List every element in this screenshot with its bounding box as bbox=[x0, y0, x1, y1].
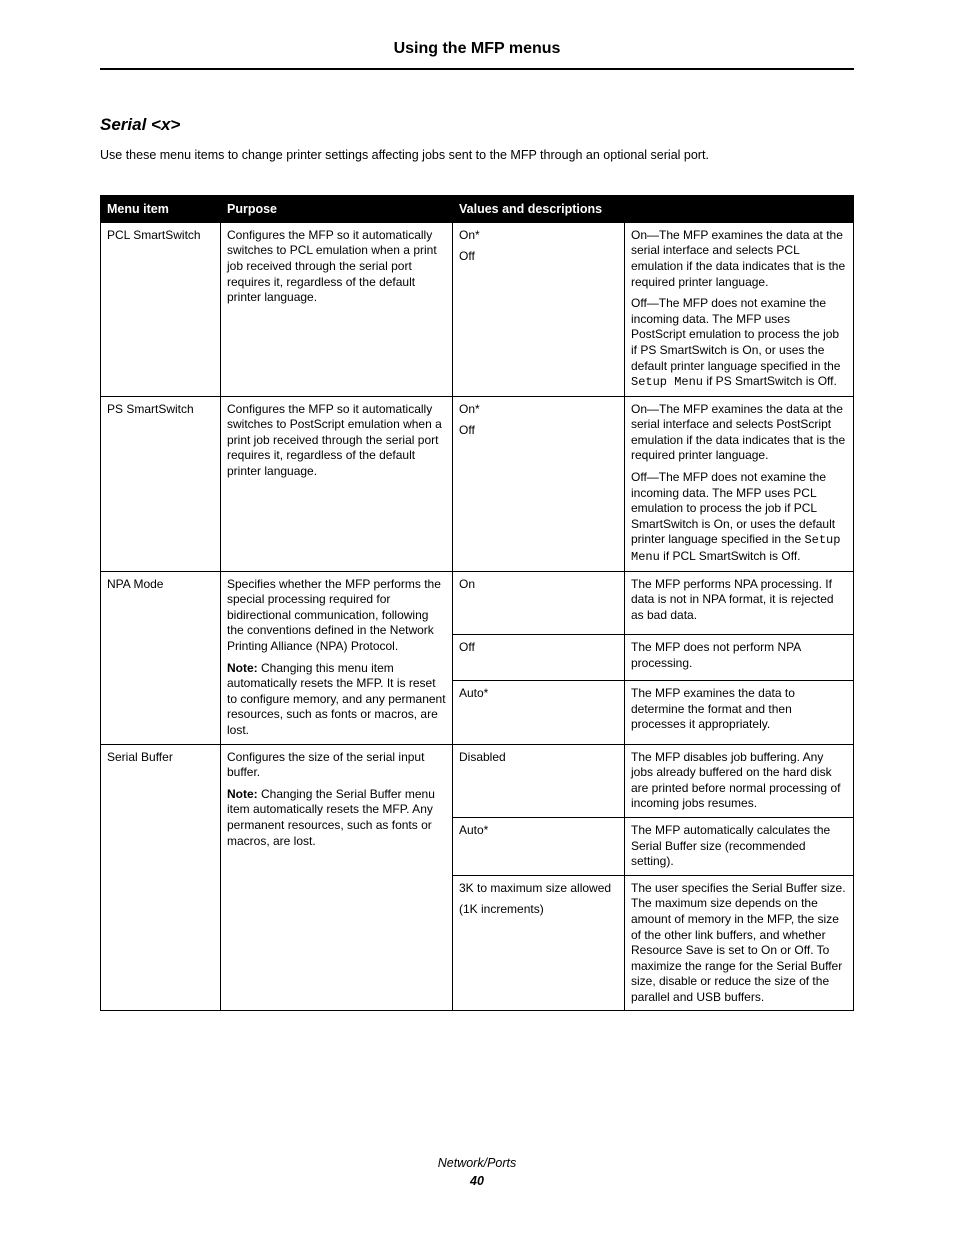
cell-desc: The MFP disables job buffering. Any jobs… bbox=[625, 744, 854, 817]
cell-menu-item: NPA Mode bbox=[101, 571, 221, 744]
cell-purpose: Configures the MFP so it automatically s… bbox=[221, 396, 453, 571]
cell-purpose: Configures the MFP so it automatically s… bbox=[221, 222, 453, 396]
cell-purpose: Configures the size of the serial input … bbox=[221, 744, 453, 1011]
section-title: Serial <x> bbox=[100, 115, 854, 135]
cell-value: Disabled bbox=[453, 744, 625, 817]
cell-purpose: Specifies whether the MFP performs the s… bbox=[221, 571, 453, 744]
cell-desc: On—The MFP examines the data at the seri… bbox=[625, 396, 854, 571]
cell-value: On* Off bbox=[453, 396, 625, 571]
cell-value: Off bbox=[453, 634, 625, 680]
cell-value: Auto* bbox=[453, 817, 625, 875]
table-row: NPA Mode Specifies whether the MFP perfo… bbox=[101, 571, 854, 634]
col-purpose: Purpose bbox=[221, 195, 453, 222]
table-row: PS SmartSwitch Configures the MFP so it … bbox=[101, 396, 854, 571]
footer-section: Network/Ports bbox=[0, 1155, 954, 1173]
footer-page-number: 40 bbox=[0, 1173, 954, 1191]
cell-desc: The MFP does not perform NPA processing. bbox=[625, 634, 854, 680]
page-header: Using the MFP menus bbox=[100, 40, 854, 70]
table-header: Menu item Purpose Values and description… bbox=[101, 195, 854, 222]
col-menu-item: Menu item bbox=[101, 195, 221, 222]
cell-desc: On—The MFP examines the data at the seri… bbox=[625, 222, 854, 396]
cell-value: On* Off bbox=[453, 222, 625, 396]
cell-value: Auto* bbox=[453, 681, 625, 744]
cell-menu-item: PCL SmartSwitch bbox=[101, 222, 221, 396]
cell-desc: The user specifies the Serial Buffer siz… bbox=[625, 875, 854, 1011]
cell-menu-item: Serial Buffer bbox=[101, 744, 221, 1011]
cell-value: 3K to maximum size allowed (1K increment… bbox=[453, 875, 625, 1011]
cell-desc: The MFP examines the data to determine t… bbox=[625, 681, 854, 744]
section-intro: Use these menu items to change printer s… bbox=[100, 147, 854, 165]
page-footer: Network/Ports 40 bbox=[0, 1155, 954, 1190]
cell-value: On bbox=[453, 571, 625, 634]
cell-desc: The MFP automatically calculates the Ser… bbox=[625, 817, 854, 875]
cell-desc: The MFP performs NPA processing. If data… bbox=[625, 571, 854, 634]
cell-menu-item: PS SmartSwitch bbox=[101, 396, 221, 571]
menu-table: Menu item Purpose Values and description… bbox=[100, 195, 854, 1012]
table-row: PCL SmartSwitch Configures the MFP so it… bbox=[101, 222, 854, 396]
col-values-desc: Values and descriptions bbox=[453, 195, 854, 222]
table-row: Serial Buffer Configures the size of the… bbox=[101, 744, 854, 817]
